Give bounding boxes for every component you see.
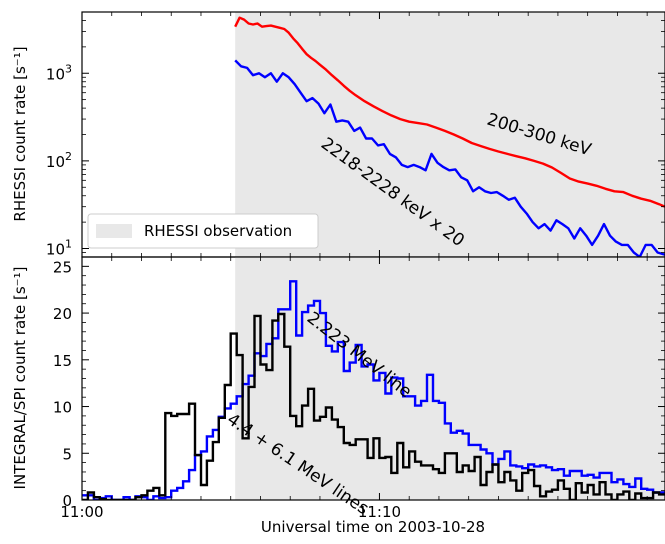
legend-label: RHESSI observation <box>144 222 292 240</box>
y-tick-label: 10 <box>53 399 72 417</box>
top-panel: 101 102 103 RHESSI count rate [s⁻¹] RHESSI… <box>11 12 665 259</box>
legend: RHESSI observation <box>88 214 318 248</box>
y-tick-label: 103 <box>46 62 72 83</box>
x-axis-label: Universal time on 2003-10-28 <box>261 518 485 536</box>
legend-swatch <box>96 224 132 238</box>
x-tick-label: 11:00 <box>60 503 103 521</box>
y-tick-label: 15 <box>53 352 72 370</box>
y-tick-label: 5 <box>62 445 72 463</box>
y-tick-label: 25 <box>53 258 72 276</box>
top-y-axis-label: RHESSI count rate [s⁻¹] <box>11 46 29 221</box>
y-tick-label: 20 <box>53 305 72 323</box>
y-tick-label: 101 <box>46 238 72 259</box>
bottom-y-axis-label: INTEGRAL/SPI count rate [s⁻¹] <box>11 267 29 490</box>
y-tick-label: 102 <box>46 150 72 171</box>
